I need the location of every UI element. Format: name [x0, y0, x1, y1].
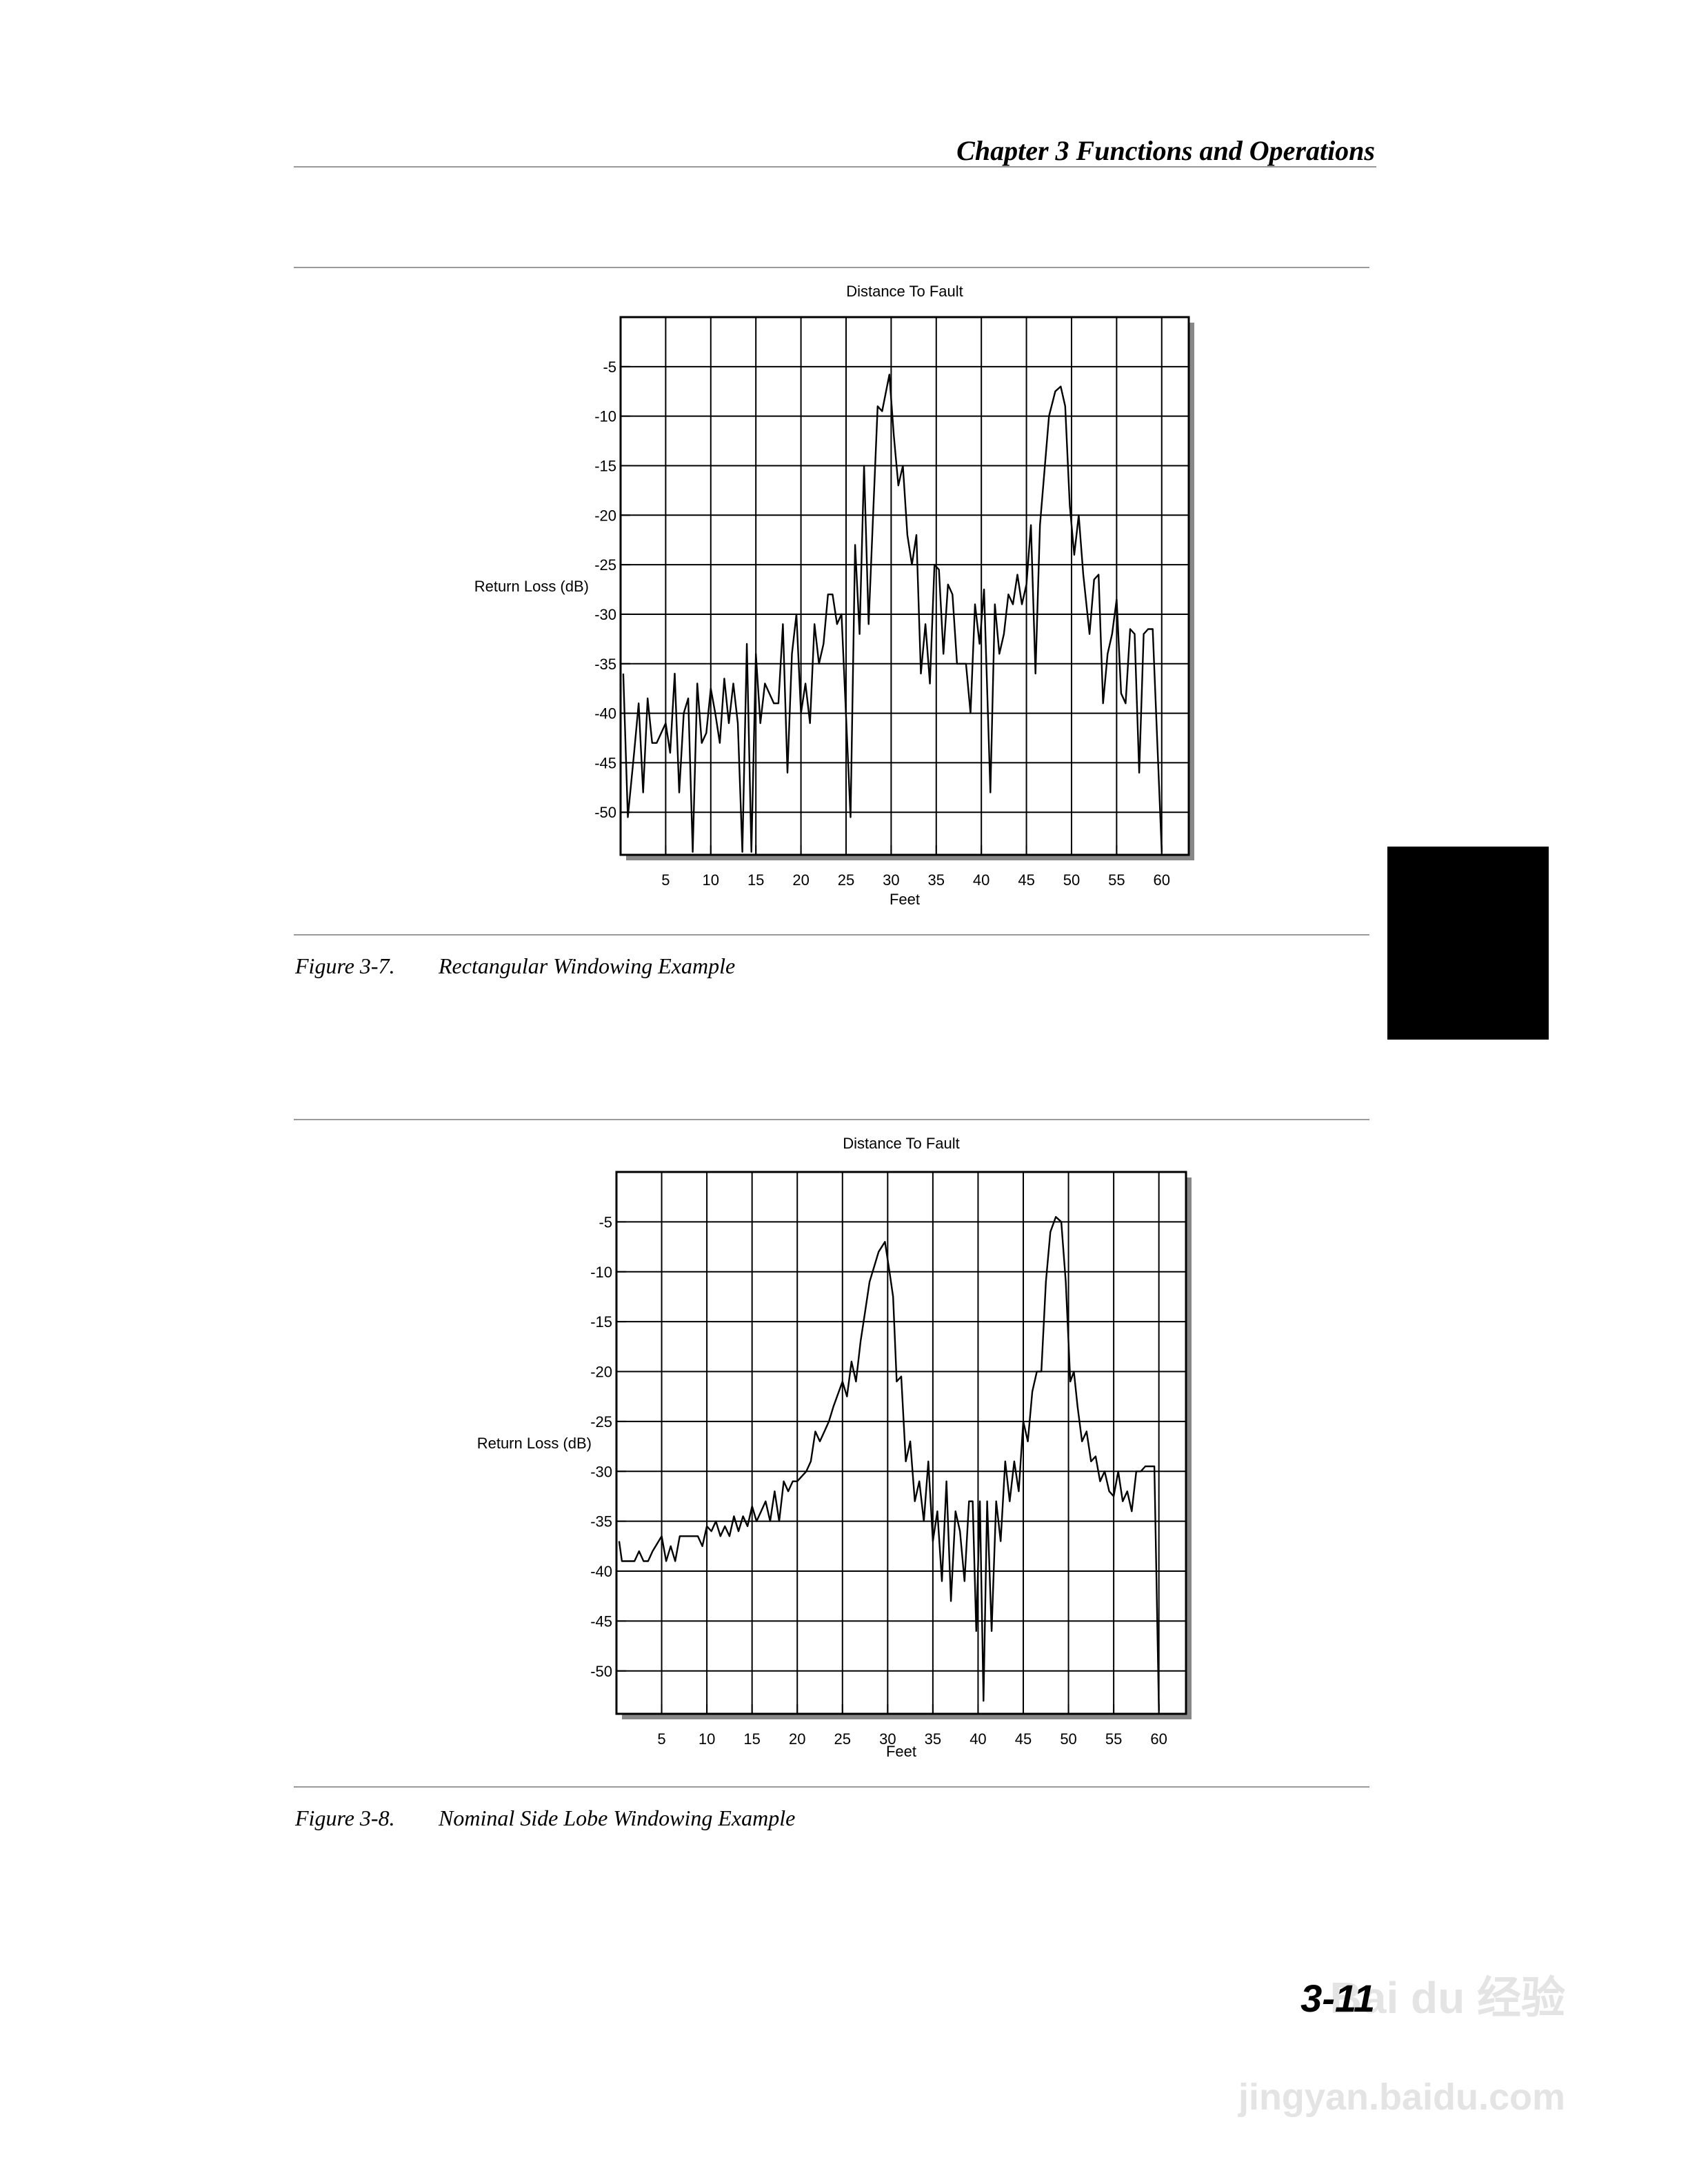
chart-title: Distance To Fault [846, 283, 963, 300]
caption-text: Nominal Side Lobe Windowing Example [438, 1806, 795, 1830]
y-tick-label: -20 [594, 507, 616, 524]
y-tick-label: -45 [590, 1612, 612, 1630]
x-tick-label: 50 [1063, 871, 1080, 889]
x-tick-label: 40 [969, 1730, 986, 1748]
x-tick-label: 35 [925, 1730, 941, 1748]
x-axis-label: Feet [890, 891, 920, 908]
y-tick-label: -30 [594, 606, 616, 623]
y-tick-label: -15 [594, 457, 616, 474]
x-tick-label: 35 [928, 871, 945, 889]
y-tick-label: -25 [590, 1413, 612, 1430]
y-axis-label: Return Loss (dB) [474, 578, 589, 595]
chart-title: Distance To Fault [843, 1135, 960, 1152]
x-tick-label: 5 [661, 871, 670, 889]
x-tick-label: 20 [792, 871, 809, 889]
y-tick-label: -15 [590, 1313, 612, 1331]
y-tick-label: -35 [594, 656, 616, 673]
y-tick-label: -5 [599, 1213, 612, 1231]
data-line [618, 1215, 1160, 1711]
y-tick-label: -25 [594, 556, 616, 574]
x-tick-label: 5 [657, 1730, 665, 1748]
x-tick-label: 30 [879, 1730, 896, 1748]
chapter-tab [1387, 847, 1549, 1040]
x-tick-label: 40 [973, 871, 989, 889]
x-tick-label: 55 [1108, 871, 1125, 889]
caption-text: Rectangular Windowing Example [438, 953, 735, 978]
y-tick-label: -10 [594, 408, 616, 425]
plot-area [615, 1171, 1187, 1715]
x-tick-label: 25 [834, 1730, 851, 1748]
y-tick-label: -45 [594, 754, 616, 771]
x-tick-label: 60 [1150, 1730, 1167, 1748]
x-tick-label: 15 [743, 1730, 760, 1748]
page-number: 3-11 [1300, 1976, 1375, 2020]
x-tick-label: 60 [1154, 871, 1170, 889]
x-tick-label: 55 [1105, 1730, 1122, 1748]
x-tick-label: 25 [838, 871, 854, 889]
y-tick-label: -40 [594, 705, 616, 722]
x-axis-label: Feet [886, 1743, 916, 1760]
y-tick-label: -10 [590, 1264, 612, 1281]
x-tick-label: 15 [747, 871, 764, 889]
y-tick-label: -40 [590, 1563, 612, 1580]
y-tick-label: -20 [590, 1364, 612, 1381]
watermark-url: jingyan.baidu.com [1238, 2076, 1565, 2118]
caption-number: Figure 3-8. [294, 1806, 395, 1830]
x-tick-label: 45 [1015, 1730, 1032, 1748]
header-title: Chapter 3 Functions and Operations [956, 135, 1375, 166]
y-tick-label: -30 [590, 1463, 612, 1480]
x-tick-label: 20 [789, 1730, 805, 1748]
watermark-brand: Bai du 经验 [1330, 1973, 1565, 2023]
x-tick-label: 50 [1060, 1730, 1076, 1748]
data-line [622, 374, 1163, 853]
x-tick-label: 45 [1018, 871, 1034, 889]
caption-number: Figure 3-7. [294, 953, 395, 978]
x-tick-label: 30 [883, 871, 899, 889]
y-tick-label: -35 [590, 1513, 612, 1530]
plot-area [619, 316, 1190, 856]
x-tick-label: 10 [699, 1730, 715, 1748]
y-tick-label: -50 [594, 804, 616, 821]
y-tick-label: -50 [590, 1663, 612, 1680]
x-tick-label: 10 [703, 871, 719, 889]
y-tick-label: -5 [603, 358, 616, 376]
y-axis-label: Return Loss (dB) [477, 1435, 592, 1452]
